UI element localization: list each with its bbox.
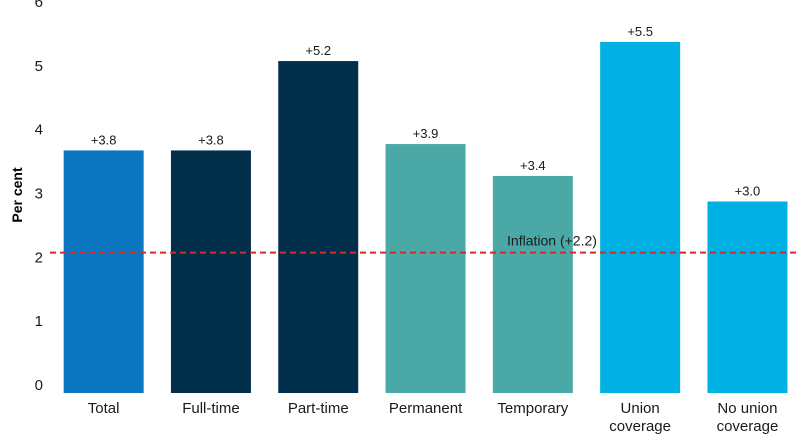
bar: [492, 175, 573, 393]
y-tick-label: 0: [35, 377, 43, 394]
bars: [63, 41, 788, 394]
data-label: +3.4: [520, 158, 546, 173]
y-tick-label: 2: [35, 249, 43, 266]
category-label: coverage: [609, 418, 671, 435]
value-labels: +3.8 +3.8 +5.2 +3.9 +3.4 +5.5 +3.0: [91, 24, 760, 199]
category-label: Permanent: [389, 400, 463, 417]
y-tick-label: 6: [35, 0, 43, 11]
y-tick-label: 5: [35, 58, 43, 75]
inflation-reference-label: Inflation (+2.2): [507, 233, 597, 249]
bar: [600, 41, 681, 394]
category-label: coverage: [717, 418, 779, 435]
data-label: +5.2: [305, 43, 331, 58]
bar: [707, 201, 788, 393]
data-label: +3.8: [198, 132, 224, 147]
y-axis-label: Per cent: [9, 167, 25, 223]
data-label: +3.0: [735, 184, 761, 199]
category-label: Temporary: [497, 400, 568, 417]
category-labels: Total Full-time Part-time Permanent Temporar…: [88, 400, 779, 435]
bar: [385, 144, 466, 393]
bar: [63, 150, 144, 393]
data-label: +3.8: [91, 132, 117, 147]
category-label: Union: [621, 400, 660, 417]
y-axis-ticks: 0 1 2 3 4 5 6: [35, 0, 43, 394]
category-label: Part-time: [288, 400, 349, 417]
bar: [170, 150, 251, 393]
category-label: Total: [88, 400, 120, 417]
y-tick-label: 1: [35, 313, 43, 330]
bar: [278, 61, 359, 394]
category-label: No union: [717, 400, 777, 417]
y-tick-label: 4: [35, 122, 43, 139]
category-label: Full-time: [182, 400, 240, 417]
y-tick-label: 3: [35, 186, 43, 203]
data-label: +5.5: [627, 24, 653, 39]
data-label: +3.9: [413, 126, 439, 141]
